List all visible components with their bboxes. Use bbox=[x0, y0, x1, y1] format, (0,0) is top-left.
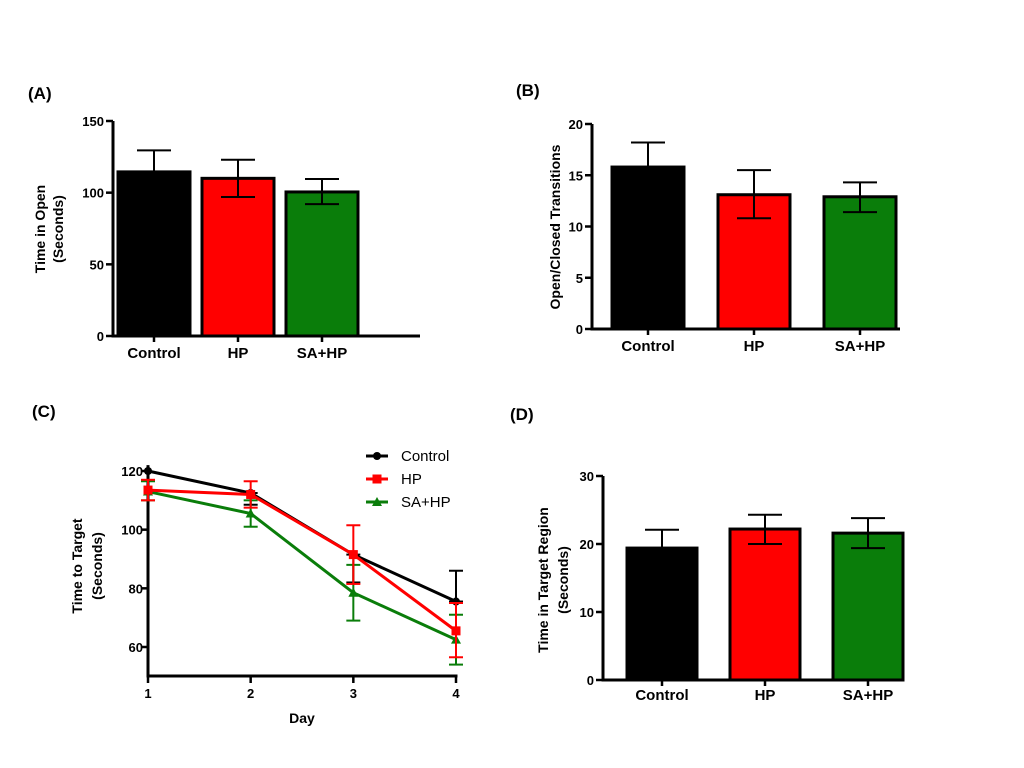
panel-c-x-tick-label: 3 bbox=[350, 686, 357, 701]
panel-c-x-tick-label: 1 bbox=[144, 686, 151, 701]
panel-d-category-label: Control bbox=[635, 687, 688, 704]
panel-a-y-axis-title-line2: (Seconds) bbox=[50, 195, 66, 263]
panel-c-y-tick-label: 80 bbox=[129, 581, 143, 596]
panel-a-label: (A) bbox=[28, 84, 52, 103]
panel-d-y-tick-label: 10 bbox=[580, 605, 594, 620]
panel-d-bar-sa-hp bbox=[831, 531, 905, 682]
panel-a-y-tick-label: 0 bbox=[97, 329, 104, 344]
legend-label-hp: HP bbox=[401, 471, 422, 488]
panel-b-category-label: Control bbox=[621, 338, 674, 355]
panel-a-y-tick-label: 100 bbox=[82, 186, 104, 201]
panel-c-y-axis-title-line2: (Seconds) bbox=[89, 532, 105, 600]
panel-a-y-tick-label: 50 bbox=[90, 257, 104, 272]
panel-c-y-tick-label: 100 bbox=[121, 523, 143, 538]
legend-marker-sa-hp bbox=[372, 497, 382, 506]
panel-c-line-hp bbox=[147, 488, 457, 633]
panel-c-y-tick-label: 120 bbox=[121, 464, 143, 479]
legend-label-sa-hp: SA+HP bbox=[401, 494, 451, 511]
panel-c-point-hp bbox=[348, 550, 358, 560]
panel-b-y-tick-label: 10 bbox=[569, 220, 583, 235]
panel-d-bar-control bbox=[625, 546, 699, 682]
panel-a-bar-hp bbox=[200, 176, 276, 338]
panel-b-category-label: HP bbox=[744, 338, 765, 355]
panel-d-bar-hp bbox=[728, 527, 802, 682]
panel-a: (A) Control HP SA+HP 0 50 100 150 Time in Open(… bbox=[28, 84, 420, 362]
panel-c-x-tick-label: 2 bbox=[247, 686, 254, 701]
panel-a-y-axis-title-line1: Time in Open bbox=[32, 185, 48, 273]
panel-d: (D) Control HP SA+HP 0 10 20 30 Time in Target … bbox=[510, 405, 905, 704]
panel-b: (B) Control HP SA+HP 0 5 10 15 20 Open/Closed Tr… bbox=[516, 81, 900, 355]
panel-a-y-tick-label: 150 bbox=[82, 114, 104, 129]
panel-d-label: (D) bbox=[510, 405, 534, 424]
panel-b-y-tick-label: 0 bbox=[576, 322, 583, 337]
panel-b-y-tick-label: 15 bbox=[569, 168, 583, 183]
panel-c-y-axis-title-line1: Time to Target bbox=[69, 518, 85, 614]
panel-a-category-label: Control bbox=[127, 345, 180, 362]
panel-d-category-label: HP bbox=[755, 687, 776, 704]
panel-a-category-label: SA+HP bbox=[297, 345, 347, 362]
panel-d-category-label: SA+HP bbox=[843, 687, 893, 704]
panel-b-y-axis-title: Open/Closed Transitions bbox=[547, 144, 563, 309]
panel-c-y-tick-label: 60 bbox=[129, 640, 143, 655]
legend-label-control: Control bbox=[401, 448, 449, 465]
panel-a-bar-control bbox=[116, 170, 192, 338]
panel-c: (C) 60 80 100 120 1 2 3 4 Day Time to Target (Seco… bbox=[32, 402, 463, 726]
panel-c-point-hp bbox=[246, 489, 256, 499]
panel-b-bar-control bbox=[610, 165, 686, 331]
panel-c-label: (C) bbox=[32, 402, 56, 421]
panel-b-category-label: SA+HP bbox=[835, 338, 885, 355]
panel-c-x-tick-label: 4 bbox=[452, 686, 460, 701]
panel-b-label: (B) bbox=[516, 81, 540, 100]
panel-d-y-tick-label: 30 bbox=[580, 469, 594, 484]
panel-c-point-sa-hp bbox=[348, 587, 359, 597]
panel-d-y-axis-title-line1: Time in Target Region bbox=[535, 507, 551, 653]
panel-b-bar-sa-hp bbox=[822, 195, 898, 331]
panel-d-y-tick-label: 0 bbox=[587, 673, 594, 688]
panel-a-category-label: HP bbox=[228, 345, 249, 362]
panel-c-point-hp bbox=[451, 626, 461, 636]
legend-marker-hp bbox=[372, 474, 382, 484]
panel-d-y-axis-title-line2: (Seconds) bbox=[555, 546, 571, 614]
panel-d-y-tick-label: 20 bbox=[580, 537, 594, 552]
panel-b-y-tick-label: 5 bbox=[576, 271, 583, 286]
panel-a-bar-sa-hp bbox=[284, 190, 360, 338]
legend-marker-control bbox=[373, 452, 381, 460]
panel-c-point-hp bbox=[143, 485, 153, 495]
panel-b-y-tick-label: 20 bbox=[569, 117, 583, 132]
panel-c-point-control bbox=[144, 467, 152, 475]
panel-c-x-axis-title: Day bbox=[289, 710, 315, 726]
panel-c-point-sa-hp bbox=[245, 508, 256, 518]
panel-c-line-sa-hp bbox=[147, 490, 457, 642]
